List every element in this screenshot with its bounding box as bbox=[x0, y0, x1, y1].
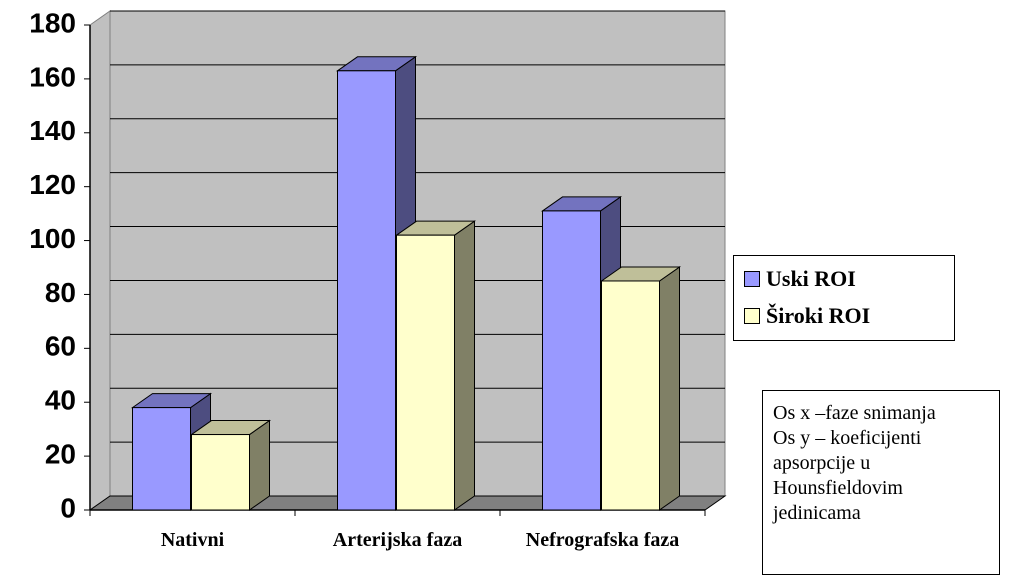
legend-swatch bbox=[744, 271, 760, 287]
x-tick-label: Nefrografska faza bbox=[525, 529, 680, 551]
bar-front bbox=[601, 280, 660, 511]
y-tick-label: 180 bbox=[29, 7, 76, 38]
y-tick-label: 60 bbox=[45, 331, 76, 362]
side-wall bbox=[89, 10, 111, 511]
bar-side bbox=[659, 266, 680, 511]
y-tick-label: 160 bbox=[29, 61, 76, 92]
bar-front bbox=[132, 407, 191, 511]
bar bbox=[599, 266, 682, 511]
bar-side bbox=[454, 220, 475, 511]
legend-swatch bbox=[744, 308, 760, 324]
note-box: Os x –faze snimanja Os y – koeficijenti a… bbox=[762, 390, 1000, 575]
legend-item: Široki ROI bbox=[744, 303, 870, 329]
bar-front bbox=[337, 70, 396, 511]
y-tick-label: 80 bbox=[45, 277, 76, 308]
legend: Uski ROI Široki ROI bbox=[733, 255, 955, 341]
bar-front bbox=[542, 210, 601, 511]
bar-side bbox=[249, 419, 270, 511]
y-tick-label: 40 bbox=[45, 385, 76, 416]
bar-front bbox=[396, 234, 455, 511]
y-tick-label: 0 bbox=[60, 492, 76, 523]
y-tick-label: 120 bbox=[29, 169, 76, 200]
note-line: Os y – koeficijenti apsorpcije u Hounsfi… bbox=[773, 427, 922, 524]
note-line: Os x –faze snimanja bbox=[773, 402, 936, 424]
x-tick-label: Arterijska faza bbox=[332, 529, 463, 551]
x-tick-label: Nativni bbox=[160, 529, 225, 551]
bar bbox=[394, 220, 477, 511]
y-tick-label: 100 bbox=[29, 223, 76, 254]
legend-label: Uski ROI bbox=[766, 266, 856, 291]
bar bbox=[189, 419, 272, 511]
y-tick-label: 140 bbox=[29, 115, 76, 146]
bar-front bbox=[191, 434, 250, 511]
legend-label: Široki ROI bbox=[766, 303, 871, 328]
legend-item: Uski ROI bbox=[744, 266, 856, 292]
y-tick-label: 20 bbox=[45, 439, 76, 470]
